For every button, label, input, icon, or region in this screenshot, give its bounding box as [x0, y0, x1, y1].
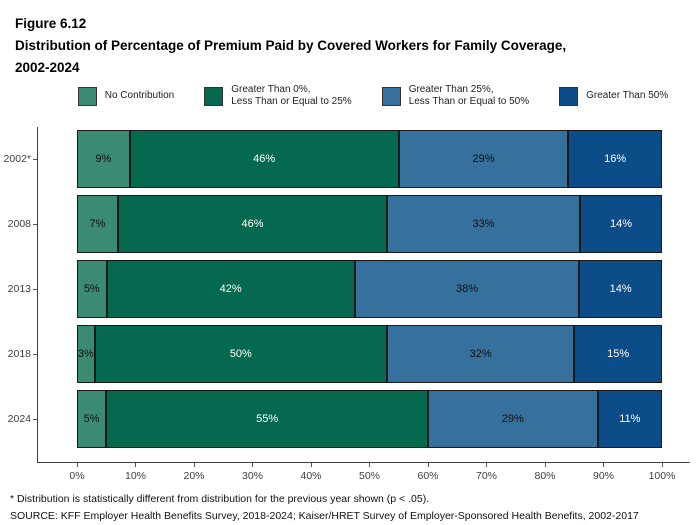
legend-swatch-icon: [77, 86, 97, 106]
y-axis-tick: [33, 289, 37, 290]
y-axis-tick: [33, 419, 37, 420]
bar-segment: 29%: [428, 390, 598, 448]
legend: No Contribution Greater Than 0%, Less Tha…: [0, 84, 698, 108]
x-axis-tick: [486, 463, 487, 467]
bar-segment: 14%: [579, 260, 662, 318]
x-axis-tick: [135, 463, 136, 467]
footnotes: * Distribution is statistically differen…: [10, 491, 639, 525]
bar-segment: 42%: [106, 260, 355, 318]
x-axis-tick-label: 80%: [534, 470, 556, 482]
bar-segment: 46%: [129, 130, 399, 188]
x-axis-tick: [252, 463, 253, 467]
legend-label: No Contribution: [104, 90, 175, 101]
y-axis-label: 2018: [7, 348, 31, 360]
x-axis-tick-label: 40%: [300, 470, 322, 482]
x-axis-tick: [427, 463, 429, 467]
y-axis-label: 2024: [7, 413, 31, 425]
bar-segment: 9%: [77, 130, 130, 188]
title-block: Figure 6.12 Distribution of Percentage o…: [15, 13, 566, 79]
bar-row: 5% 42% 38% 14%: [77, 260, 662, 318]
figure-title-years: 2002-2024: [15, 60, 80, 75]
figure-label: Figure 6.12: [15, 16, 87, 31]
legend-label: Greater Than 50%: [586, 90, 669, 101]
x-axis-tick-label: 60%: [417, 470, 439, 482]
x-axis-tick: [661, 463, 663, 467]
x-axis-tick: [310, 463, 312, 467]
bar-row: 9% 46% 29% 16%: [77, 130, 662, 188]
bar-segment: 11%: [597, 390, 662, 448]
legend-label: Greater Than 25%, Less Than or Equal to …: [408, 84, 530, 107]
x-axis-tick: [369, 463, 370, 467]
bar-segment: 15%: [574, 325, 662, 383]
footnote-source: SOURCE: KFF Employer Health Benefits Sur…: [10, 510, 639, 522]
x-axis-tick-label: 0%: [69, 470, 85, 482]
y-axis-label: 2013: [7, 283, 31, 295]
legend-item: No Contribution: [77, 86, 175, 106]
legend-label: Greater Than 0%, Less Than or Equal to 2…: [231, 84, 352, 107]
bar-segment: 5%: [77, 260, 107, 318]
bar-segment: 50%: [94, 325, 388, 383]
legend-swatch-icon: [204, 86, 224, 106]
x-axis-tick: [193, 463, 195, 467]
x-axis-tick: [544, 463, 546, 467]
bar-segment: 3%: [77, 325, 95, 383]
footnote-significance: * Distribution is statistically differen…: [10, 493, 430, 505]
x-axis-tick-label: 10%: [124, 470, 147, 482]
y-axis-tick: [33, 159, 37, 160]
x-axis-tick: [76, 463, 78, 467]
x-axis-tick-label: 70%: [475, 470, 498, 482]
y-axis-tick: [33, 224, 37, 225]
bar-segment: 5%: [77, 390, 107, 448]
legend-item: Greater Than 25%, Less Than or Equal to …: [381, 84, 530, 108]
x-axis-tick-label: 30%: [241, 470, 264, 482]
bar-row: 3% 50% 32% 15%: [77, 325, 662, 383]
bar-segment: 38%: [354, 260, 580, 318]
y-axis-tick: [33, 354, 37, 355]
legend-swatch-icon: [559, 86, 579, 106]
bar-segment: 16%: [568, 130, 662, 188]
y-axis-line: [37, 127, 38, 463]
bar-segment: 55%: [106, 390, 428, 448]
bars: 9% 46% 29% 16% 7% 46% 33% 14% 5% 42% 38% 14% 3% 50% 32…: [77, 130, 662, 455]
bar-segment: 7%: [77, 195, 118, 253]
legend-item: Greater Than 50%: [559, 86, 669, 106]
figure-title: Distribution of Percentage of Premium Pa…: [15, 38, 567, 53]
y-axis-label: 2008: [7, 218, 31, 230]
legend-swatch-icon: [381, 86, 401, 106]
x-axis-line: [37, 462, 690, 463]
bar-row: 7% 46% 33% 14%: [77, 195, 662, 253]
bar-segment: 33%: [387, 195, 581, 253]
y-axis-label: 2002*: [3, 153, 31, 165]
bar-segment: 32%: [387, 325, 575, 383]
x-axis: 0% 10% 20% 30% 40% 50% 60% 70% 80% 90% 100%: [69, 462, 675, 492]
x-axis-tick-label: 50%: [358, 470, 381, 482]
x-axis-tick: [603, 463, 604, 467]
x-axis-tick-label: 100%: [648, 470, 676, 482]
legend-item: Greater Than 0%, Less Than or Equal to 2…: [204, 84, 352, 108]
bar-segment: 46%: [117, 195, 388, 253]
x-axis-tick-label: 20%: [183, 470, 205, 482]
bar-row: 5% 55% 29% 11%: [77, 390, 662, 448]
y-axis-labels: 2002* 2008 2013 2018 2024: [0, 130, 31, 455]
x-axis-tick-label: 90%: [592, 470, 615, 482]
bar-segment: 14%: [580, 195, 662, 253]
bar-segment: 29%: [398, 130, 569, 188]
